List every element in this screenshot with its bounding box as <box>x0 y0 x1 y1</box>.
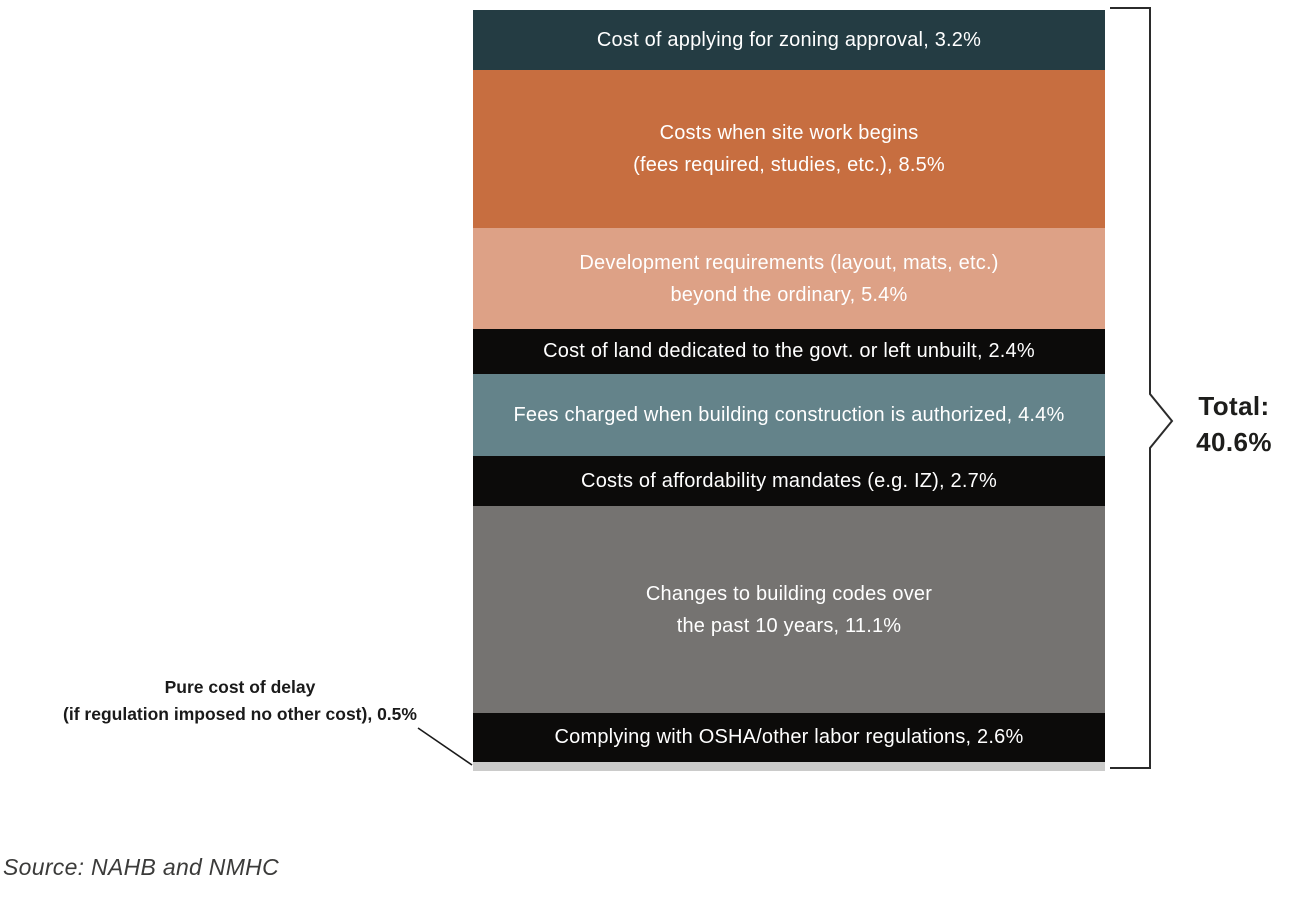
total-bracket <box>1110 7 1174 769</box>
delay-annotation-line1: Pure cost of delay <box>164 677 316 697</box>
bar-segment-label: Changes to building codes over <box>645 582 933 605</box>
annotation-leader-line <box>417 727 473 766</box>
bar-segment-label: Development requirements (layout, mats, … <box>579 251 999 274</box>
bar-segment: Costs when site work begins (fees require… <box>473 69 1105 229</box>
total-value: 40.6% <box>1196 427 1272 457</box>
bar-segment <box>473 761 1105 771</box>
bar-segment-label: the past 10 years, 11.1% <box>676 614 902 637</box>
bar-segment: Changes to building codes over the past 1… <box>473 506 1105 714</box>
source-note: Source: NAHB and NMHC <box>3 854 279 880</box>
bar-segment-label: Cost of applying for zoning approval, 3.… <box>596 28 982 51</box>
bar-segment: Fees charged when building construction … <box>473 373 1105 456</box>
total-label: Total: <box>1198 391 1270 421</box>
bar-segment-label: Costs when site work begins <box>659 121 919 144</box>
bar-segment-label: Costs of affordability mandates (e.g. IZ… <box>581 469 997 492</box>
bar-segment-label: Cost of land dedicated to the govt. or l… <box>543 340 1035 363</box>
stacked-bar: Cost of applying for zoning approval, 3.… <box>473 10 1105 771</box>
bar-segment-label: Complying with OSHA/other labor regulati… <box>554 726 1024 749</box>
total-callout: Total: 40.6% <box>1180 388 1288 460</box>
bar-segment: Development requirements (layout, mats, … <box>473 228 1105 329</box>
bar-segment: Cost of land dedicated to the govt. or l… <box>473 328 1105 374</box>
delay-annotation-line2: (if regulation imposed no other cost), 0… <box>63 704 417 724</box>
bar-segment-label: beyond the ordinary, 5.4% <box>670 283 908 306</box>
bar-segment-label: (fees required, studies, etc.), 8.5% <box>633 153 945 176</box>
bar-segment: Complying with OSHA/other labor regulati… <box>473 713 1105 762</box>
bar-segment: Cost of applying for zoning approval, 3.… <box>473 10 1105 70</box>
bar-segment: Costs of affordability mandates (e.g. IZ… <box>473 455 1105 507</box>
bar-segment-label: Fees charged when building construction … <box>513 403 1065 426</box>
bracket-path <box>1110 7 1174 769</box>
leader-line <box>417 727 473 766</box>
delay-annotation: Pure cost of delay (if regulation impose… <box>40 674 440 728</box>
